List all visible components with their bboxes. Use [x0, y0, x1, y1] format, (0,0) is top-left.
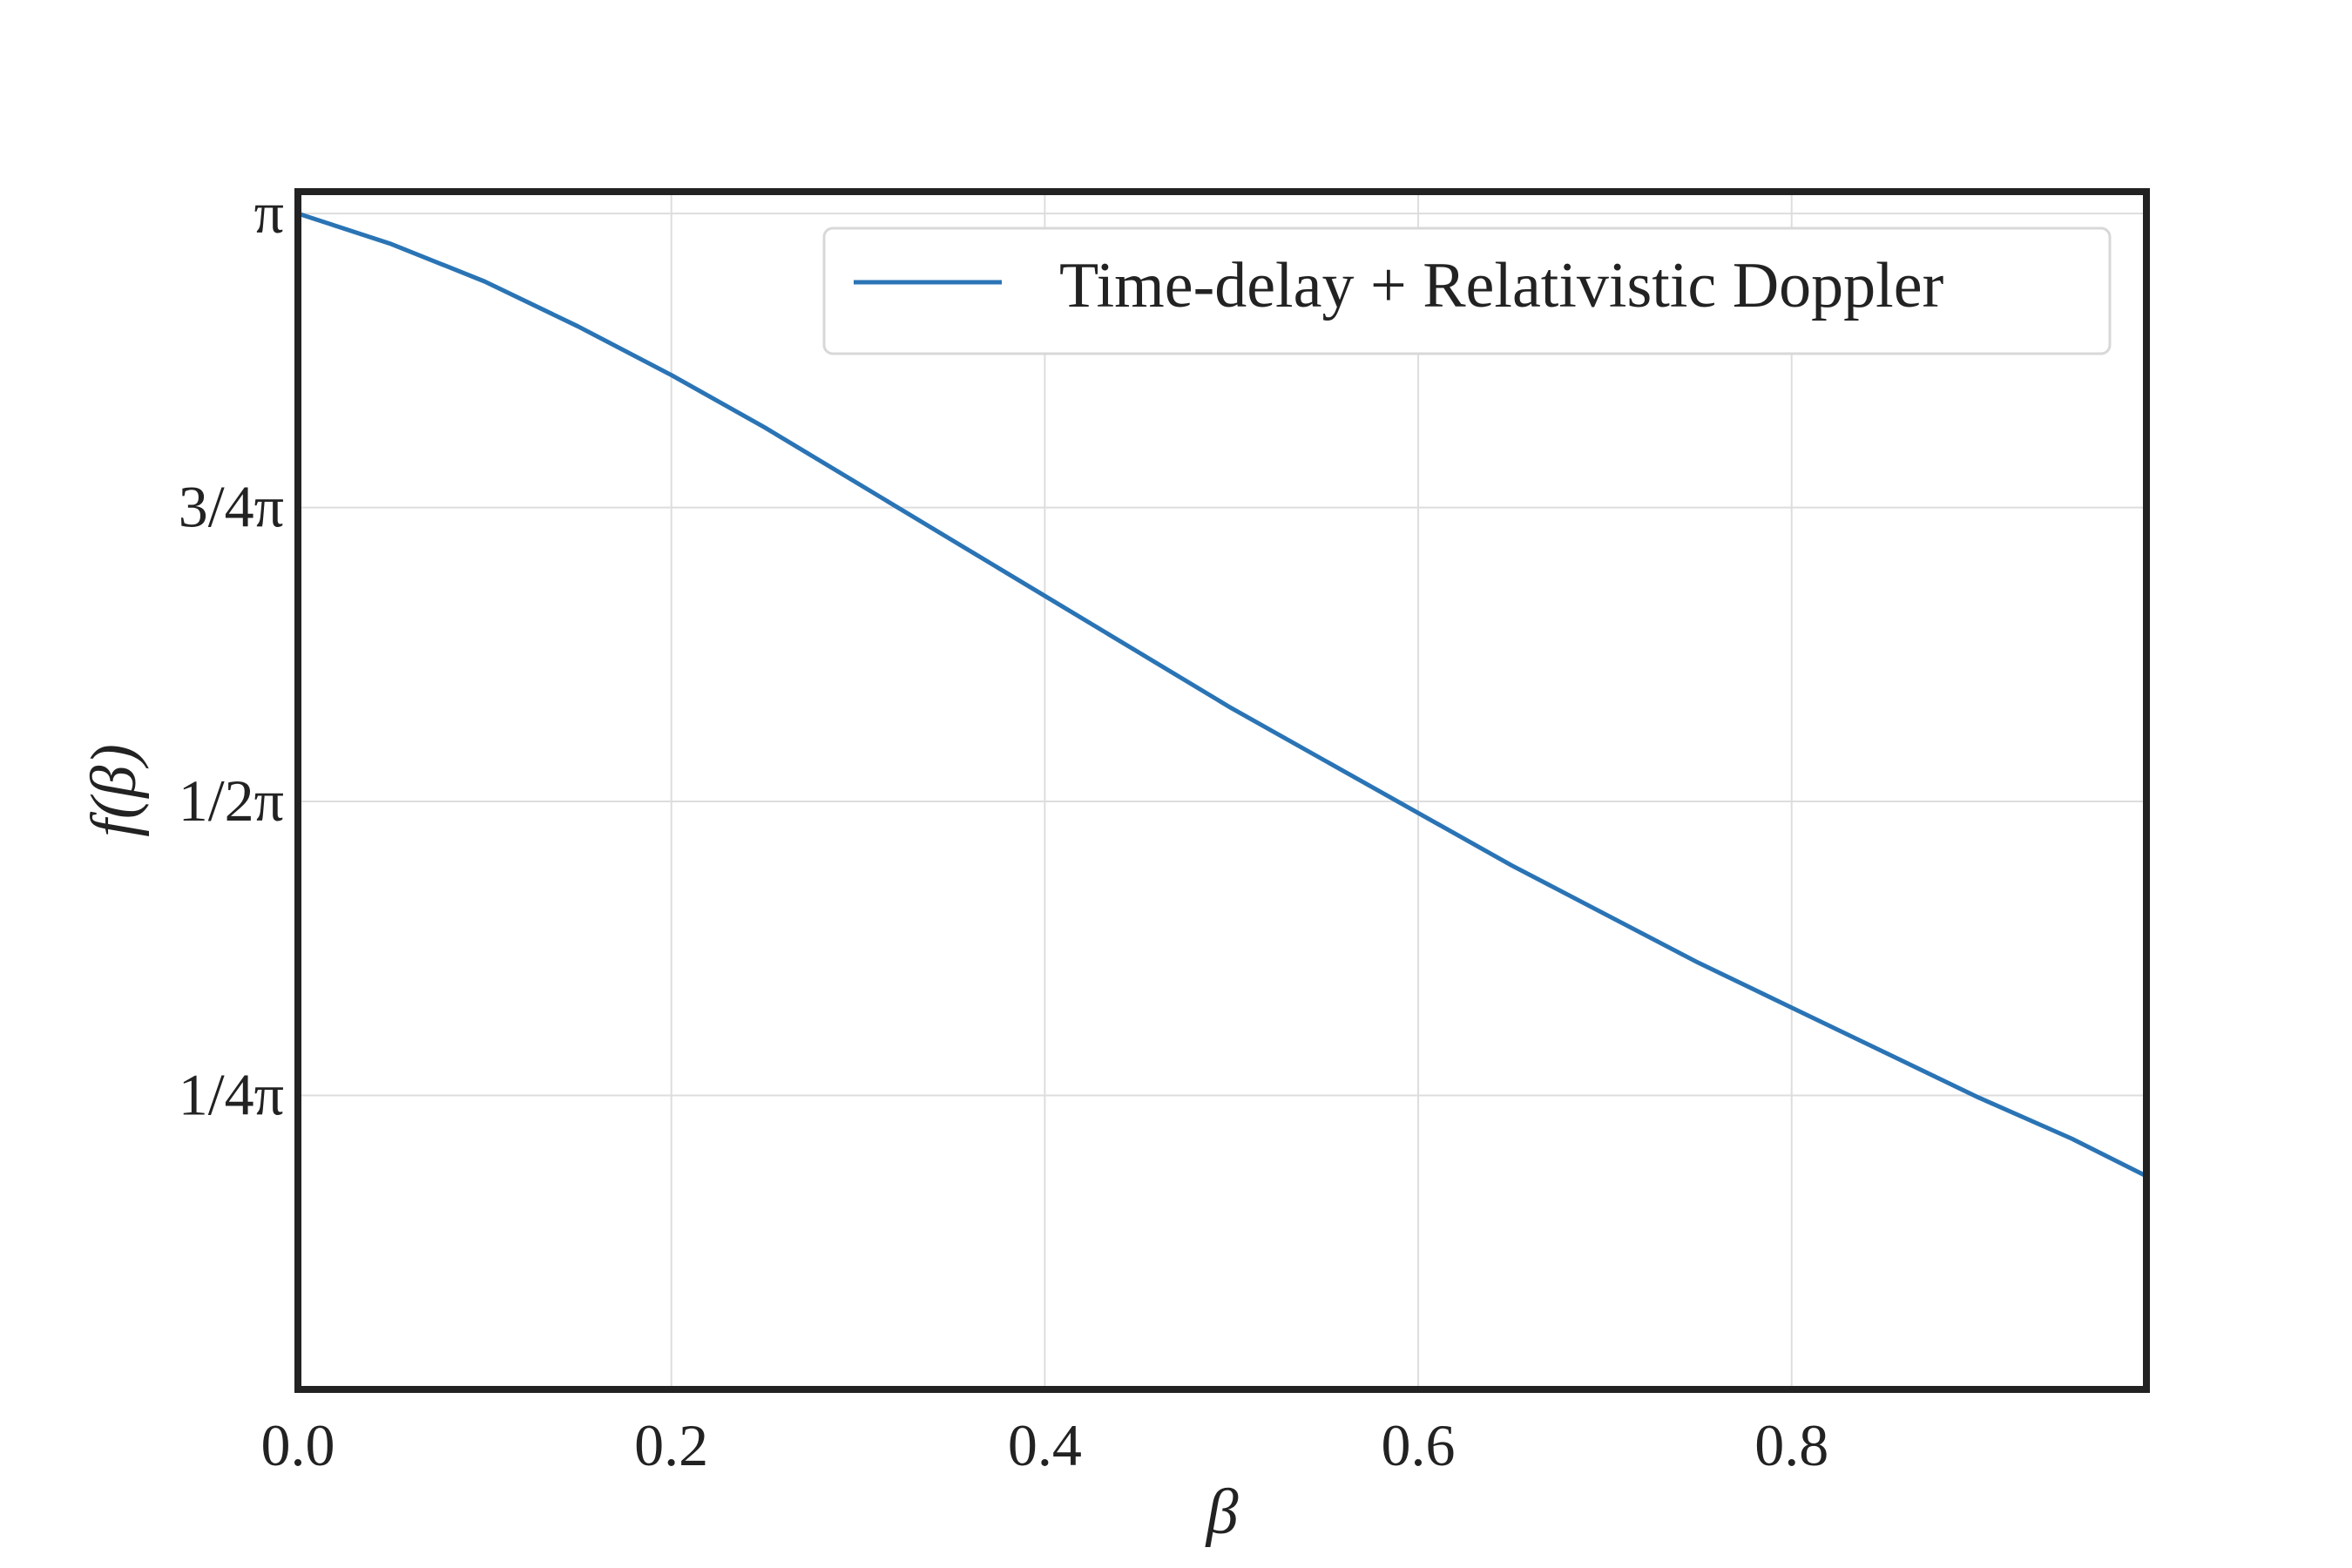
- legend-label: Time-delay + Relativistic Doppler: [1059, 250, 1943, 321]
- x-tick-label: 0.6: [1382, 1412, 1456, 1478]
- x-axis-label: β: [1205, 1477, 1239, 1548]
- plot-lines: [297, 211, 2148, 1179]
- grid: [298, 192, 2146, 1389]
- x-tick-label: 0.0: [261, 1412, 335, 1478]
- legend-box: [822, 226, 2112, 355]
- x-tick-labels: 0.0 0.2 0.4 0.6 0.8: [261, 1412, 1829, 1478]
- legend: Time-delay + Relativistic Doppler: [822, 226, 2112, 355]
- y-tick-label: 1/2π: [179, 767, 284, 834]
- x-tick-label: 0.2: [634, 1412, 708, 1478]
- y-tick-label: π: [254, 179, 284, 246]
- y-tick-labels: 1/4π 1/2π 3/4π π: [179, 179, 284, 1127]
- x-tick-label: 0.8: [1754, 1412, 1828, 1478]
- plot-frame: [294, 188, 2150, 1393]
- y-tick-label: 1/4π: [179, 1062, 284, 1128]
- y-axis-label: f(β): [78, 744, 150, 837]
- series-line: [297, 211, 2148, 1179]
- y-tick-label: 3/4π: [179, 474, 284, 540]
- x-tick-label: 0.4: [1008, 1412, 1082, 1478]
